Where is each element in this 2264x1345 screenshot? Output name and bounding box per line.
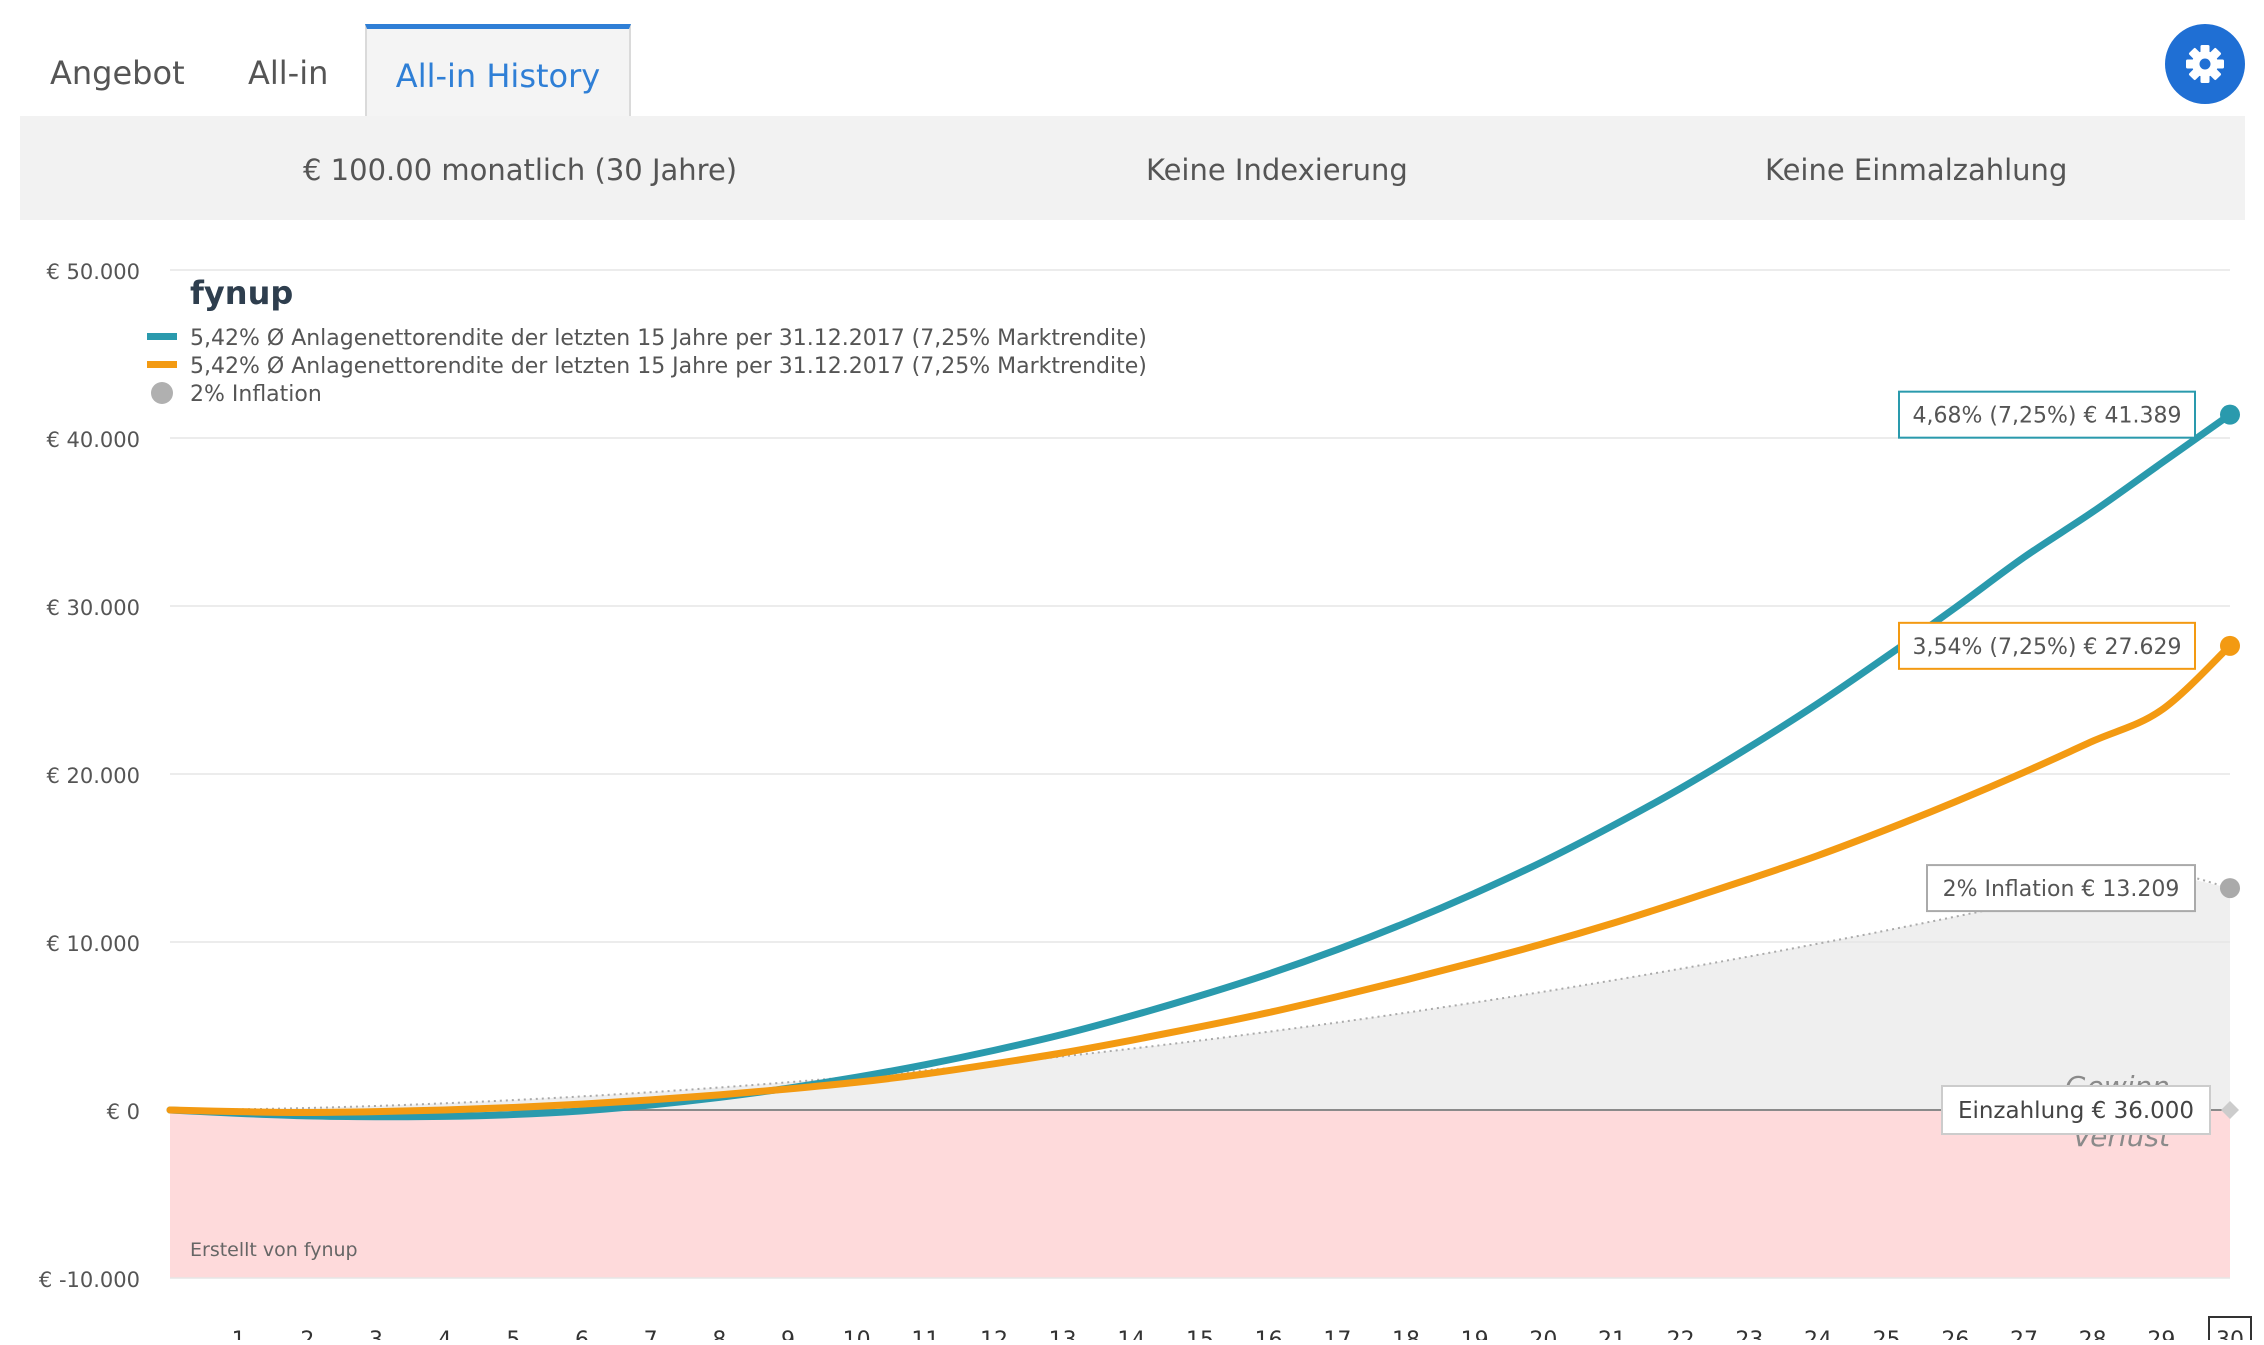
x-tick-label: 29 [2147,1328,2175,1340]
end-value-label-box [1926,864,2196,913]
end-value-label: 2% Inflation € 13.209 [1943,877,2180,902]
x-tick-selected-box [2208,1316,2252,1340]
x-tick-label: 2 [300,1328,314,1340]
x-axis: 1234567891011121314151617181920212223242… [232,1316,2252,1340]
series-1-end-point [2220,404,2240,425]
x-tick-label: 9 [781,1328,795,1340]
x-tick-label: 4 [438,1328,452,1340]
y-tick-label: € 10.000 [46,932,140,956]
series-3-end-point [2220,878,2240,899]
settings-button[interactable] [2165,24,2245,104]
x-tick-label: 16 [1255,1328,1283,1340]
x-tick-label: 14 [1117,1328,1145,1340]
x-tick-label: 15 [1186,1328,1214,1340]
y-tick-label: € 0 [107,1100,140,1124]
legend-swatch-inflation [151,382,173,404]
chart-credit: Erstellt von fynup [190,1239,358,1261]
end-value-label: 4,68% (7,25%) € 41.389 [1913,404,2182,429]
x-tick-label: 20 [1529,1328,1557,1340]
tab-angebot[interactable]: Angebot [50,54,185,92]
x-tick-label: 7 [644,1328,658,1340]
baseline-label-box [1941,1085,2211,1135]
legend-swatch-1 [147,333,177,340]
x-tick-label: 23 [1735,1328,1763,1340]
loss-zone [170,1110,2230,1278]
chart-areas [170,872,2230,1278]
chart-legend: fynup Erstellt von fynup 5,42% Ø Anlagenet… [147,274,1147,1261]
y-tick-label: € 50.000 [46,260,140,284]
x-tick-label: 5 [506,1328,520,1340]
end-value-label: 3,54% (7,25%) € 27.629 [1913,635,2182,660]
legend-entry: 2% Inflation [190,382,322,407]
x-tick-label: 21 [1598,1328,1626,1340]
monthly-contribution: € 100.00 monatlich (30 Jahre) [303,153,738,187]
x-tick-label: 19 [1461,1328,1489,1340]
x-tick-label: 18 [1392,1328,1420,1340]
tab-all-in[interactable]: All-in [248,54,329,92]
x-tick-label: 28 [2079,1328,2107,1340]
x-tick-label: 1 [232,1328,246,1340]
y-tick-label: € 20.000 [46,764,140,788]
y-tick-label: € 40.000 [46,428,140,452]
tab-all-in-history[interactable]: All-in History [365,24,631,118]
x-tick-label: 25 [1873,1328,1901,1340]
x-tick-label: 10 [843,1328,871,1340]
x-tick-label: 24 [1804,1328,1832,1340]
end-value-label-box [1898,390,2196,439]
fynup-logo: fynup [190,274,293,312]
series-inflation-line [169,871,2231,1111]
y-tick-label: € 30.000 [46,596,140,620]
history-line-chart: € 50.000 € 40.000 € 30.000 € 20.000 € 10.000… [39,260,2252,1340]
baseline-label: Einzahlung € 36.000 [1958,1098,2194,1124]
x-tick-label: 6 [575,1328,589,1340]
gear-icon [2186,45,2224,83]
series-2-end-point [2220,635,2240,656]
y-axis: € 50.000 € 40.000 € 30.000 € 20.000 € 10.000… [39,260,140,1292]
x-tick-label: 17 [1323,1328,1351,1340]
x-tick-label: 3 [369,1328,383,1340]
y-tick-label: € -10.000 [39,1268,140,1292]
x-tick-label: 13 [1049,1328,1077,1340]
legend-entry: 5,42% Ø Anlagenettorendite der letzten 1… [190,326,1147,351]
x-tick-label: 12 [980,1328,1008,1340]
baseline-marker [2221,1101,2239,1119]
legend-swatch-2 [147,361,177,368]
tab-bar: Angebot All-in All-in History [20,24,2245,118]
legend-entry: 5,42% Ø Anlagenettorendite der letzten 1… [190,354,1147,379]
lump-sum-info: Keine Einmalzahlung [1765,153,2068,187]
inflation-area [170,872,2230,1110]
end-value-labels: GewinnVerlust4,68% (7,25%) € 41.3893,54%… [1898,390,2211,1153]
plan-summary-bar: € 100.00 monatlich (30 Jahre) Keine Inde… [20,116,2245,220]
end-value-label-box [1898,621,2196,670]
x-tick-label: 30 [2216,1328,2244,1340]
x-tick-label: 27 [2010,1328,2038,1340]
x-tick-label: 22 [1667,1328,1695,1340]
series-2-line [166,642,2234,1117]
indexing-info: Keine Indexierung [1146,153,1408,187]
x-tick-label: 11 [911,1328,939,1340]
x-tick-label: 26 [1941,1328,1969,1340]
x-tick-label: 8 [712,1328,726,1340]
